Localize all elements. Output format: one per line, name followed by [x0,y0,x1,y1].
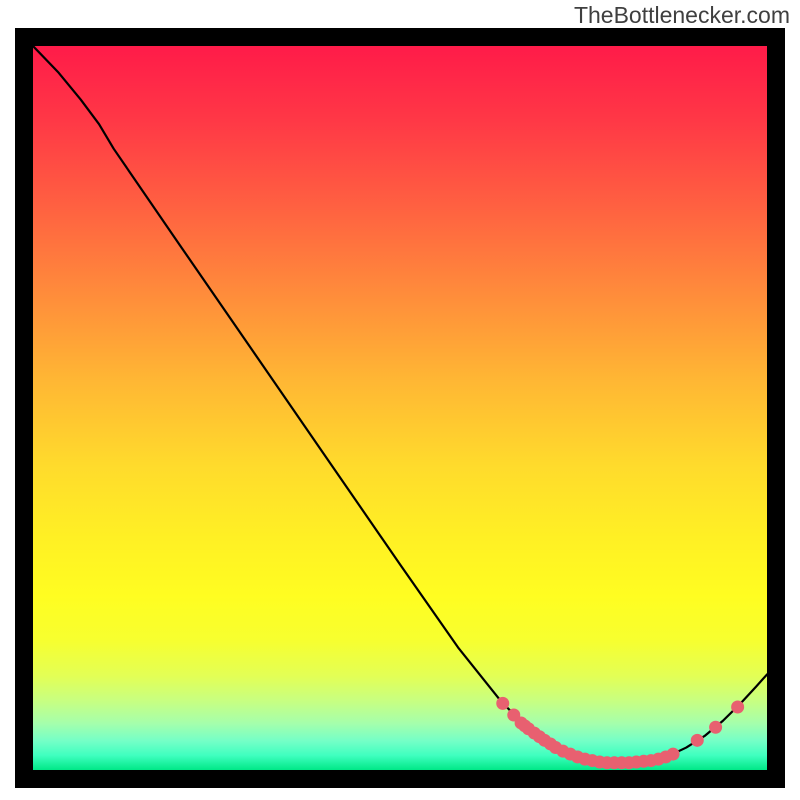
gradient-background [33,46,767,770]
gradient-bottleneck-plot [0,0,800,800]
curve-marker [691,734,704,747]
curve-marker [731,701,744,714]
curve-marker [709,721,722,734]
curve-marker [496,697,509,710]
curve-marker [667,748,680,761]
chart-container: TheBottlenecker.com [0,0,800,800]
